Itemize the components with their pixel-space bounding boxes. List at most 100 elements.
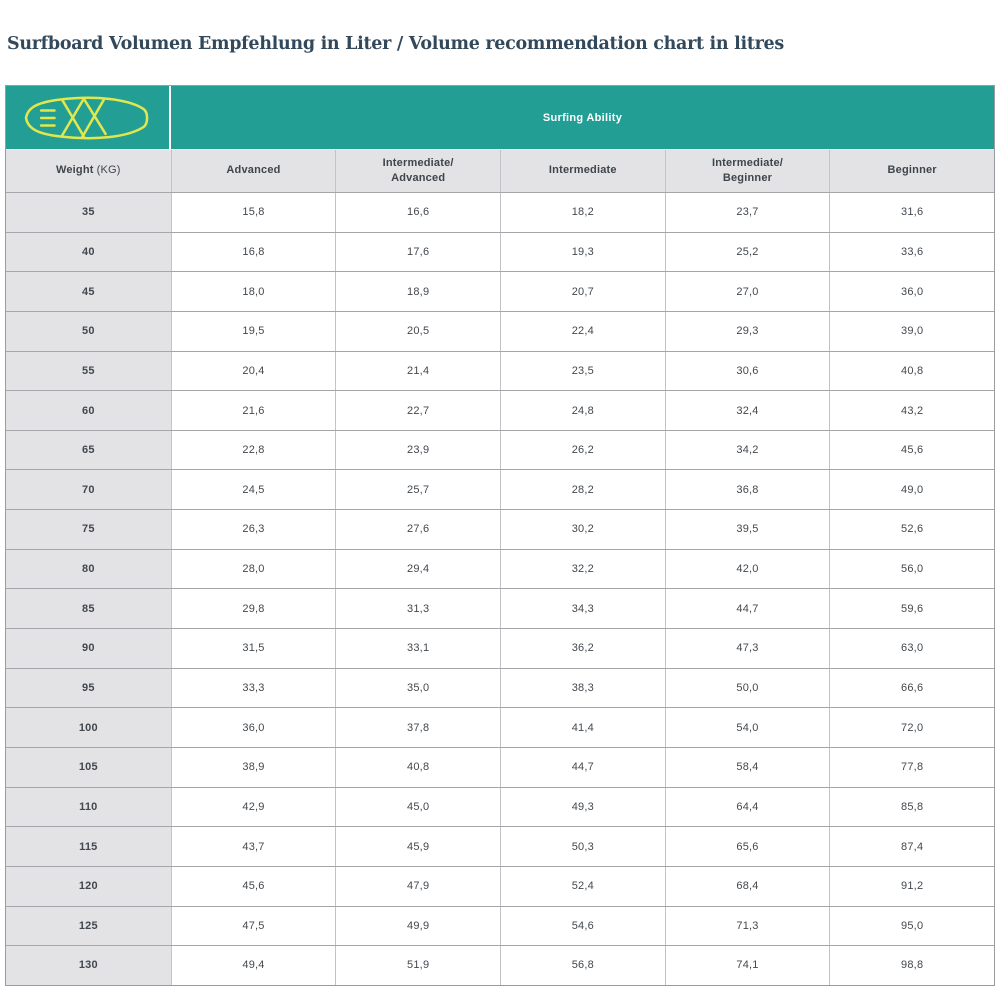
table-row: 65 22,8 23,9 26,2 34,2 45,6 bbox=[6, 429, 994, 470]
volume-value-cell: 32,4 bbox=[664, 391, 830, 430]
volume-value-cell: 54,6 bbox=[500, 906, 665, 946]
volume-value-cell: 52,4 bbox=[500, 866, 665, 906]
column-header-row: Weight (KG) Advanced Intermediate/ Advanc… bbox=[6, 150, 994, 192]
weight-cell: 85 bbox=[6, 589, 171, 629]
volume-value-cell: 87,4 bbox=[829, 827, 994, 866]
volume-value-cell: 77,8 bbox=[829, 747, 994, 787]
volume-value-cell: 47,3 bbox=[664, 629, 830, 668]
volume-value-cell: 56,0 bbox=[829, 549, 994, 589]
weight-cell: 115 bbox=[6, 827, 171, 866]
weight-cell: 80 bbox=[6, 549, 171, 589]
volume-value-cell: 34,2 bbox=[664, 430, 830, 470]
volume-value-cell: 21,4 bbox=[335, 351, 500, 391]
weight-cell: 35 bbox=[6, 193, 171, 232]
page-title: Surfboard Volumen Empfehlung in Liter / … bbox=[7, 34, 784, 54]
volume-value-cell: 49,9 bbox=[335, 906, 500, 946]
volume-value-cell: 39,5 bbox=[664, 510, 830, 549]
weight-cell: 105 bbox=[6, 747, 171, 787]
volume-value-cell: 47,5 bbox=[170, 906, 336, 946]
volume-value-cell: 19,3 bbox=[500, 232, 665, 272]
weight-cell: 100 bbox=[6, 708, 171, 747]
volume-value-cell: 23,9 bbox=[335, 430, 500, 470]
surfboard-logo-icon bbox=[24, 96, 148, 139]
volume-value-cell: 29,4 bbox=[335, 549, 500, 589]
table-row: 130 49,4 51,9 56,8 74,1 98,8 bbox=[6, 945, 994, 985]
volume-value-cell: 65,6 bbox=[664, 827, 830, 866]
volume-value-cell: 16,8 bbox=[170, 232, 336, 272]
volume-value-cell: 33,3 bbox=[170, 668, 336, 708]
table-row: 120 45,6 47,9 52,4 68,4 91,2 bbox=[6, 865, 994, 906]
volume-value-cell: 36,0 bbox=[170, 708, 336, 747]
volume-value-cell: 74,1 bbox=[664, 946, 830, 985]
volume-value-cell: 21,6 bbox=[170, 391, 336, 430]
volume-value-cell: 45,6 bbox=[829, 430, 994, 470]
table-row: 55 20,4 21,4 23,5 30,6 40,8 bbox=[6, 350, 994, 391]
weight-cell: 130 bbox=[6, 946, 171, 985]
weight-cell: 50 bbox=[6, 311, 171, 351]
weight-cell: 60 bbox=[6, 391, 171, 430]
volume-value-cell: 30,6 bbox=[664, 351, 830, 391]
volume-value-cell: 20,5 bbox=[335, 311, 500, 351]
weight-cell: 55 bbox=[6, 351, 171, 391]
volume-value-cell: 20,7 bbox=[500, 272, 665, 311]
volume-value-cell: 44,7 bbox=[664, 589, 830, 629]
column-header-advanced: Advanced bbox=[170, 150, 336, 192]
volume-value-cell: 38,9 bbox=[170, 747, 336, 787]
volume-value-cell: 22,8 bbox=[170, 430, 336, 470]
table-row: 60 21,6 22,7 24,8 32,4 43,2 bbox=[6, 390, 994, 430]
volume-value-cell: 98,8 bbox=[829, 946, 994, 985]
volume-value-cell: 51,9 bbox=[335, 946, 500, 985]
table-row: 70 24,5 25,7 28,2 36,8 49,0 bbox=[6, 469, 994, 510]
volume-value-cell: 50,0 bbox=[664, 668, 830, 708]
volume-value-cell: 23,5 bbox=[500, 351, 665, 391]
volume-value-cell: 85,8 bbox=[829, 787, 994, 827]
volume-value-cell: 41,4 bbox=[500, 708, 665, 747]
volume-value-cell: 27,6 bbox=[335, 510, 500, 549]
volume-value-cell: 40,8 bbox=[829, 351, 994, 391]
volume-value-cell: 29,3 bbox=[664, 311, 830, 351]
volume-value-cell: 59,6 bbox=[829, 589, 994, 629]
volume-value-cell: 18,0 bbox=[170, 272, 336, 311]
volume-value-cell: 68,4 bbox=[664, 866, 830, 906]
logo-cell bbox=[6, 86, 171, 149]
volume-value-cell: 32,2 bbox=[500, 549, 665, 589]
volume-value-cell: 63,0 bbox=[829, 629, 994, 668]
weight-label: Weight bbox=[55, 164, 94, 177]
table-row: 50 19,5 20,5 22,4 29,3 39,0 bbox=[6, 310, 994, 351]
volume-value-cell: 23,7 bbox=[664, 193, 830, 232]
volume-value-cell: 95,0 bbox=[829, 906, 994, 946]
volume-value-cell: 37,8 bbox=[335, 708, 500, 747]
weight-cell: 75 bbox=[6, 510, 171, 549]
volume-value-cell: 18,9 bbox=[335, 272, 500, 311]
volume-table: Surfing Ability Weight (KG) Advanced Inte… bbox=[5, 85, 995, 986]
table-row: 40 16,8 17,6 19,3 25,2 33,6 bbox=[6, 231, 994, 272]
column-header-intermediate-advanced: Intermediate/ Advanced bbox=[335, 150, 500, 192]
weight-unit-label: (KG) bbox=[96, 164, 121, 177]
table-row: 90 31,5 33,1 36,2 47,3 63,0 bbox=[6, 628, 994, 668]
volume-value-cell: 42,0 bbox=[664, 549, 830, 589]
volume-value-cell: 54,0 bbox=[664, 708, 830, 747]
volume-value-cell: 66,6 bbox=[829, 668, 994, 708]
volume-value-cell: 16,6 bbox=[335, 193, 500, 232]
volume-value-cell: 45,6 bbox=[170, 866, 336, 906]
volume-value-cell: 36,2 bbox=[500, 629, 665, 668]
volume-value-cell: 31,5 bbox=[170, 629, 336, 668]
volume-value-cell: 19,5 bbox=[170, 311, 336, 351]
weight-cell: 125 bbox=[6, 906, 171, 946]
volume-value-cell: 24,8 bbox=[500, 391, 665, 430]
table-row: 110 42,9 45,0 49,3 64,4 85,8 bbox=[6, 786, 994, 827]
volume-value-cell: 38,3 bbox=[500, 668, 665, 708]
volume-value-cell: 15,8 bbox=[170, 193, 336, 232]
table-row: 80 28,0 29,4 32,2 42,0 56,0 bbox=[6, 548, 994, 589]
column-header-weight: Weight (KG) bbox=[6, 150, 171, 192]
volume-value-cell: 43,7 bbox=[170, 827, 336, 866]
table-row: 95 33,3 35,0 38,3 50,0 66,6 bbox=[6, 667, 994, 708]
volume-value-cell: 56,8 bbox=[500, 946, 665, 985]
table-row: 85 29,8 31,3 34,3 44,7 59,6 bbox=[6, 588, 994, 629]
volume-value-cell: 17,6 bbox=[335, 232, 500, 272]
volume-value-cell: 22,7 bbox=[335, 391, 500, 430]
surfing-ability-label: Surfing Ability bbox=[542, 111, 623, 124]
volume-value-cell: 43,2 bbox=[829, 391, 994, 430]
volume-value-cell: 64,4 bbox=[664, 787, 830, 827]
table-row: 105 38,9 40,8 44,7 58,4 77,8 bbox=[6, 746, 994, 787]
